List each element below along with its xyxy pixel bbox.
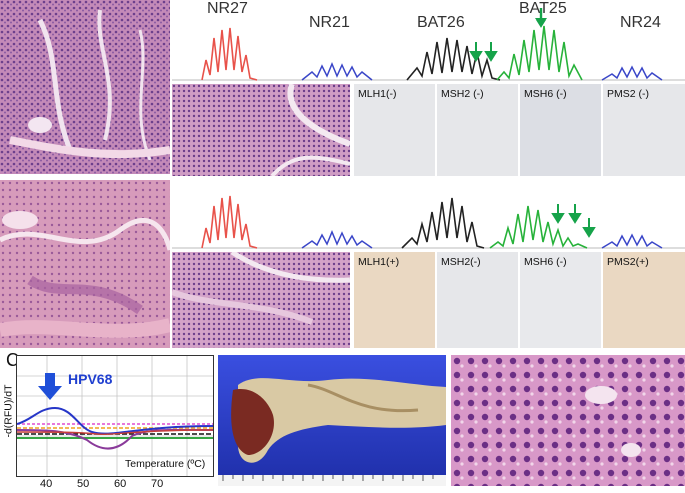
electropherogram-b (172, 186, 685, 250)
ihc-label-mlh1-b: MLH1(+) (358, 256, 400, 268)
marker-label-nr24: NR24 (620, 14, 661, 31)
marker-label-nr21: NR21 (309, 14, 350, 31)
x-tick-50: 50 (77, 478, 90, 490)
histology-image-b (0, 180, 170, 348)
histology-image-b-zoom (172, 252, 350, 348)
ihc-label-pms2-a: PMS2 (-) (607, 88, 649, 100)
panel-label-c: C (6, 350, 19, 370)
melt-curve-xlabel: Temperature (ºC) (125, 458, 206, 470)
histology-image-c (451, 355, 685, 486)
ihc-image-pms2-a (603, 84, 685, 176)
x-tick-60: 60 (114, 478, 127, 490)
ihc-label-msh2-b: MSH2(-) (441, 256, 481, 268)
marker-label-bat26: BAT26 (417, 14, 465, 31)
ihc-image-msh6-b (520, 252, 601, 348)
melt-curve-callout: HPV68 (68, 371, 113, 387)
ihc-label-msh6-a: MSH6 (-) (524, 88, 567, 100)
ihc-label-msh6-b: MSH6 (-) (524, 256, 567, 268)
marker-label-nr27: NR27 (207, 0, 248, 17)
ihc-image-msh2-a (437, 84, 518, 176)
histology-image-a-zoom (172, 84, 350, 176)
ihc-image-pms2-b (603, 252, 685, 348)
x-tick-70: 70 (151, 478, 164, 490)
x-tick-40: 40 (40, 478, 53, 490)
ihc-image-msh6-a (520, 84, 601, 176)
ihc-image-mlh1-b (354, 252, 435, 348)
ihc-image-mlh1-a (354, 84, 435, 176)
ihc-label-mlh1-a: MLH1(-) (358, 88, 397, 100)
arrow-down-icon (535, 8, 547, 27)
arrow-down-icon (38, 373, 62, 400)
ihc-image-msh2-b (437, 252, 518, 348)
electropherogram-a (172, 20, 685, 82)
marker-label-bat25: BAT25 (519, 0, 567, 17)
ihc-label-pms2-b: PMS2(+) (607, 256, 649, 268)
ihc-label-msh2-a: MSH2 (-) (441, 88, 484, 100)
histology-image-a (0, 0, 170, 174)
melt-curve-ylabel: -d(RFU)/dT (2, 384, 15, 438)
gross-specimen-photo (218, 355, 446, 486)
